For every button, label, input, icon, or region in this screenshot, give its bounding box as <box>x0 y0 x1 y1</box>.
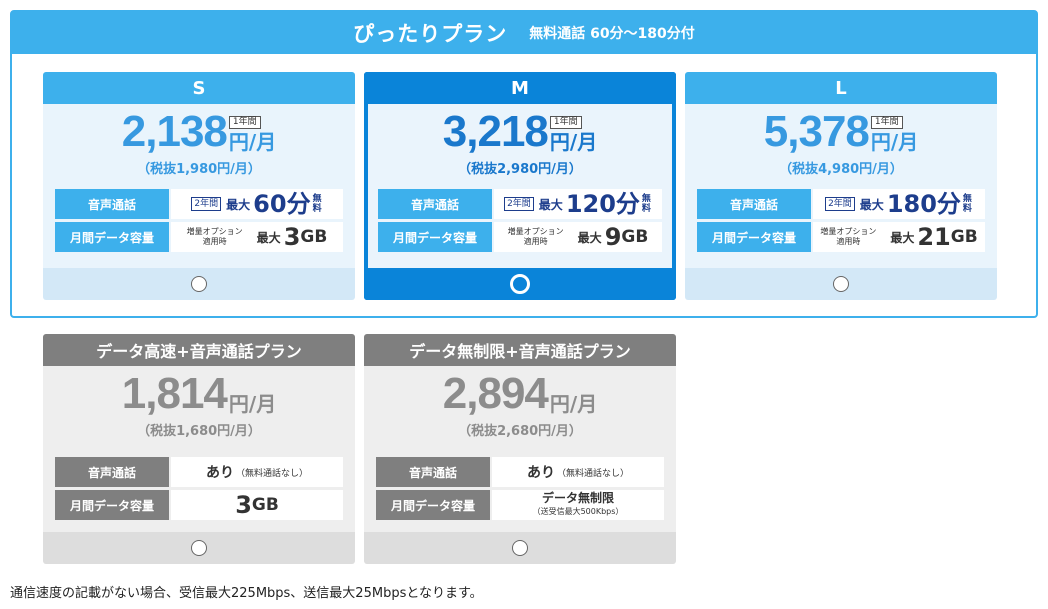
plan-radio-data-voice[interactable] <box>191 540 207 556</box>
pittari-plan-title: ぴったりプラン <box>353 22 508 46</box>
two-year-badge: 2年間 <box>825 197 855 211</box>
data-option-note: 増量オプション 適用時 <box>820 227 877 246</box>
voice-minutes: 120分 <box>565 190 640 218</box>
voice-label: 音声通話 <box>697 189 811 219</box>
free-label: 無料 <box>312 194 322 214</box>
plan-radio-l[interactable] <box>833 276 849 292</box>
plan-name: M <box>364 72 676 104</box>
one-year-badge: 1年間 <box>870 116 903 129</box>
data-unit: GB <box>251 495 279 515</box>
plan-price: 2,138 <box>121 107 228 156</box>
price-unit: 円/月 <box>228 392 277 416</box>
free-label: 無料 <box>641 194 651 214</box>
voice-max: 最大 <box>538 197 563 212</box>
plan-card-data-voice[interactable]: データ高速+音声通話プラン 1,814 円/月 （税抜1,680円/月） 音声通… <box>43 334 355 564</box>
data-amount: 21 <box>917 223 951 251</box>
data-label: 月間データ容量 <box>55 222 169 252</box>
data-amount: 3 <box>235 491 252 519</box>
voice-label: 音声通話 <box>376 457 490 487</box>
data-max: 最大 <box>577 230 602 245</box>
plan-card-unlimited-voice[interactable]: データ無制限+音声通話プラン 2,894 円/月 （税抜2,680円/月） 音声… <box>364 334 676 564</box>
data-unit: GB <box>621 227 649 247</box>
price-taxless: （税抜1,680円/月） <box>137 424 261 439</box>
two-year-badge: 2年間 <box>191 197 222 211</box>
plan-name: データ高速+音声通話プラン <box>43 334 355 366</box>
voice-max: 最大 <box>859 197 884 212</box>
price-unit: 円/月 <box>228 130 277 154</box>
price-unit: 円/月 <box>870 130 919 154</box>
plan-name: データ無制限+音声通話プラン <box>364 334 676 366</box>
one-year-badge: 1年間 <box>549 116 582 129</box>
data-max: 最大 <box>256 230 281 245</box>
data-option-note: 増量オプション 適用時 <box>186 227 243 246</box>
voice-availability: あり <box>205 465 234 481</box>
data-label: 月間データ容量 <box>697 222 811 252</box>
voice-max: 最大 <box>226 197 251 212</box>
plan-price: 2,894 <box>442 369 549 418</box>
one-year-badge: 1年間 <box>228 116 261 129</box>
plan-radio-unlimited-voice[interactable] <box>512 540 528 556</box>
data-label: 月間データ容量 <box>55 490 169 520</box>
voice-minutes: 180分 <box>886 190 961 218</box>
plan-price: 3,218 <box>442 107 549 156</box>
price-taxless: （税抜4,980円/月） <box>779 162 903 177</box>
plan-card-s[interactable]: S 2,138 1年間 円/月 （税抜1,980円/月） 音声通話 2年間 最大… <box>43 72 355 300</box>
data-amount: 9 <box>604 223 622 251</box>
data-unlimited: データ無制限 <box>541 491 614 505</box>
plan-card-m[interactable]: M 3,218 1年間 円/月 （税抜2,980円/月） 音声通話 2年間 最大… <box>364 72 676 300</box>
price-unit: 円/月 <box>549 130 598 154</box>
plan-name: L <box>685 72 997 104</box>
data-option-note: 増量オプション 適用時 <box>507 227 564 246</box>
voice-availability: あり <box>526 465 555 481</box>
two-year-badge: 2年間 <box>504 197 534 211</box>
voice-minutes: 60分 <box>253 190 311 218</box>
plan-price: 5,378 <box>763 107 870 156</box>
voice-note: （無料通話なし） <box>235 468 308 479</box>
voice-note: （無料通話なし） <box>556 468 629 479</box>
data-unit: GB <box>300 227 328 247</box>
price-taxless: （税抜2,980円/月） <box>458 162 582 177</box>
voice-label: 音声通話 <box>378 189 492 219</box>
voice-label: 音声通話 <box>55 457 169 487</box>
plan-price: 1,814 <box>121 369 228 418</box>
data-label: 月間データ容量 <box>376 490 490 520</box>
price-taxless: （税抜1,980円/月） <box>137 162 261 177</box>
free-label: 無料 <box>962 194 972 214</box>
speed-footnote: 通信速度の記載がない場合、受信最大225Mbps、送信最大25Mbpsとなります… <box>10 586 483 601</box>
price-taxless: （税抜2,680円/月） <box>458 424 582 439</box>
plan-radio-s[interactable] <box>191 276 207 292</box>
data-label: 月間データ容量 <box>378 222 492 252</box>
plan-card-l[interactable]: L 5,378 1年間 円/月 （税抜4,980円/月） 音声通話 2年間 最大… <box>685 72 997 300</box>
plan-name: S <box>43 72 355 104</box>
plan-radio-m[interactable] <box>510 274 530 294</box>
pittari-plan-header: ぴったりプラン 無料通話 60分〜180分付 <box>12 12 1036 54</box>
price-unit: 円/月 <box>549 392 598 416</box>
voice-label: 音声通話 <box>55 189 169 219</box>
data-max: 最大 <box>890 230 915 245</box>
data-speed-note: （送受信最大500Kbps） <box>532 507 624 516</box>
data-unit: GB <box>950 227 978 247</box>
data-amount: 3 <box>283 223 301 251</box>
pittari-plan-subtitle: 無料通話 60分〜180分付 <box>529 26 695 42</box>
